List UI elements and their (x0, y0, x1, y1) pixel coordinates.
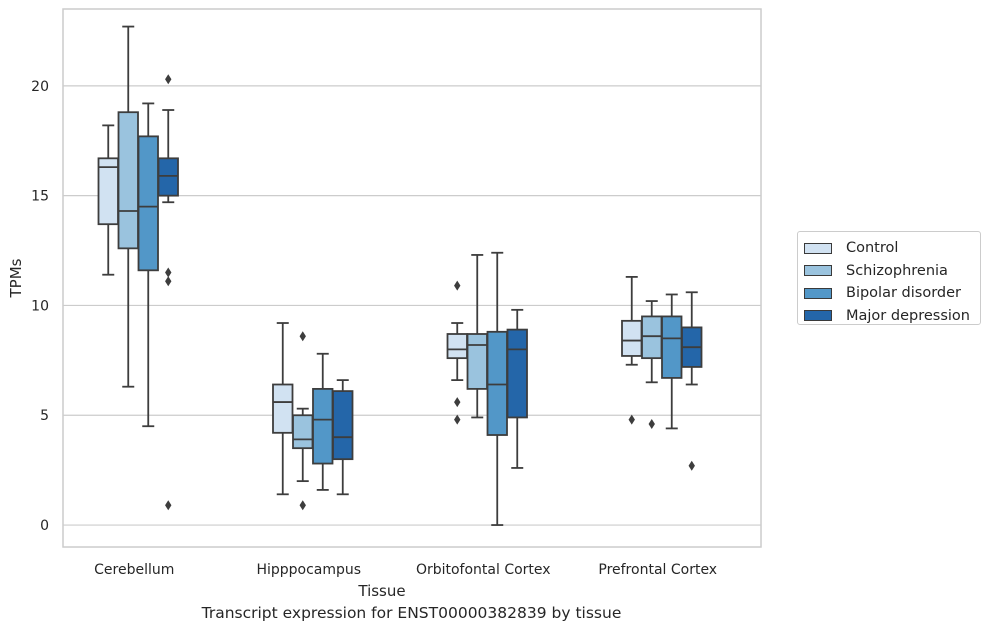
box-schizophrenia (292, 331, 314, 511)
box-bipolar-disorder (661, 293, 683, 430)
y-tick-label: 20 (31, 79, 49, 95)
outlier-point (165, 500, 172, 511)
outlier-point (454, 280, 461, 291)
box-body (661, 315, 683, 379)
outlier-point (454, 414, 461, 425)
box-body (621, 319, 643, 357)
box-body (332, 390, 354, 461)
y-tick-labels: 0 5 10 15 20 (31, 79, 49, 534)
box-body (137, 135, 159, 272)
outlier-point (299, 331, 306, 342)
legend-swatch (804, 310, 832, 322)
box-control (446, 280, 468, 425)
legend-label: Major depression (846, 307, 970, 324)
y-tick-label: 5 (40, 408, 49, 424)
y-tick-label: 15 (31, 189, 49, 205)
legend-label: Schizophrenia (846, 262, 948, 279)
box-control (272, 322, 294, 496)
box-major-depression (681, 291, 703, 471)
legend-swatch (804, 287, 832, 299)
box-body (117, 111, 139, 250)
box-body (97, 157, 119, 226)
x-tick-label: Orbitofontal Cortex (416, 562, 551, 578)
box-body (292, 414, 314, 450)
outlier-point (628, 414, 635, 425)
x-tick-label: Prefrontal Cortex (598, 562, 717, 578)
box-body (312, 387, 334, 465)
box-bipolar-disorder (312, 352, 334, 491)
outlier-point (165, 276, 172, 287)
box-body (641, 315, 663, 360)
legend-swatch (804, 265, 832, 277)
grid-lines (63, 85, 761, 526)
box-body (506, 328, 528, 419)
box-control (621, 276, 643, 425)
outlier-point (648, 419, 655, 430)
y-tick-label: 0 (40, 518, 49, 534)
plot-frame (62, 8, 762, 548)
legend-item: Schizophrenia (804, 260, 980, 283)
box-schizophrenia (641, 300, 663, 430)
y-tick-label: 10 (31, 298, 49, 314)
box-major-depression (332, 379, 354, 496)
x-tick-label: Hipppocampus (256, 562, 361, 578)
box-major-depression (157, 74, 179, 511)
legend-swatch (804, 242, 832, 254)
box-bipolar-disorder (486, 251, 508, 526)
x-tick-labels: Cerebellum Hipppocampus Orbitofontal Corte… (94, 562, 717, 578)
legend-label: Bipolar disorder (846, 285, 961, 302)
outlier-point (688, 460, 695, 471)
x-axis-label: Tissue (357, 582, 405, 600)
outlier-point (165, 74, 172, 85)
legend-label: Control (846, 240, 899, 257)
box-bipolar-disorder (137, 102, 159, 428)
box-body (446, 333, 468, 360)
box-body (486, 330, 508, 436)
box-schizophrenia (466, 254, 488, 419)
box-major-depression (506, 308, 528, 469)
box-groups (97, 25, 703, 526)
legend-item: Bipolar disorder (804, 282, 980, 305)
legend-item: Control (804, 237, 980, 260)
figure-caption: Transcript expression for ENST0000038283… (201, 604, 622, 622)
box-schizophrenia (117, 25, 139, 388)
legend: Control Schizophrenia Bipolar disorder Majo… (797, 231, 981, 325)
box-body (157, 157, 179, 197)
box-body (272, 383, 294, 434)
box-body (466, 333, 488, 390)
box-control (97, 124, 119, 276)
y-axis-label: TPMs (7, 258, 25, 298)
outlier-point (299, 500, 306, 511)
outlier-point (165, 267, 172, 278)
outlier-point (454, 397, 461, 408)
x-tick-label: Cerebellum (94, 562, 174, 578)
legend-item: Major depression (804, 305, 980, 328)
